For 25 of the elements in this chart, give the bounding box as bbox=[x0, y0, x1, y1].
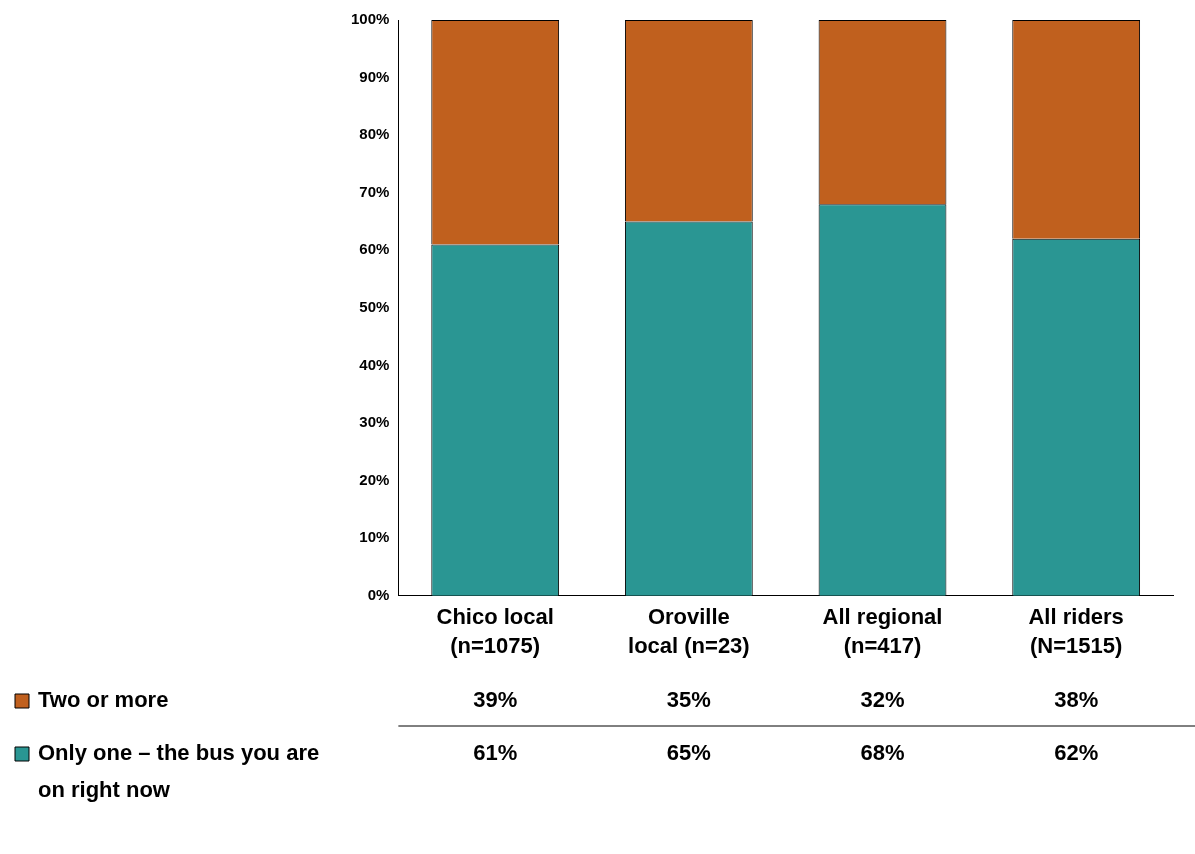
y-tick-label: 70% bbox=[359, 182, 390, 200]
y-tick-label: 40% bbox=[359, 355, 390, 373]
y-tick-label: 90% bbox=[359, 67, 390, 85]
y-tick-label: 10% bbox=[359, 528, 390, 546]
data-label: 62% bbox=[1054, 740, 1099, 766]
legend-label: Two or more bbox=[38, 687, 169, 713]
data-label: 61% bbox=[473, 740, 518, 766]
data-label: 39% bbox=[473, 687, 518, 713]
x-tick-label: All riders (N=1515) bbox=[1028, 604, 1124, 658]
legend-label: Only one – the bus you are on right now bbox=[38, 740, 320, 803]
x-tick-label: Chico local (n=1075) bbox=[436, 604, 554, 658]
y-tick-label: 100% bbox=[350, 10, 390, 28]
data-label: 68% bbox=[860, 740, 905, 766]
data-label: 35% bbox=[666, 687, 711, 713]
x-tick-label: All regional (n=417) bbox=[822, 604, 943, 658]
data-label: 65% bbox=[666, 740, 711, 766]
y-tick-label: 60% bbox=[359, 240, 390, 258]
x-tick-label: Oroville local (n=23) bbox=[628, 604, 750, 658]
y-tick-label: 0% bbox=[367, 585, 390, 603]
y-tick-label: 50% bbox=[359, 298, 390, 316]
y-tick-label: 20% bbox=[359, 470, 390, 488]
y-tick-label: 30% bbox=[359, 413, 390, 431]
y-tick-label: 80% bbox=[359, 125, 390, 143]
data-label: 38% bbox=[1054, 687, 1099, 713]
data-label: 32% bbox=[860, 687, 905, 713]
